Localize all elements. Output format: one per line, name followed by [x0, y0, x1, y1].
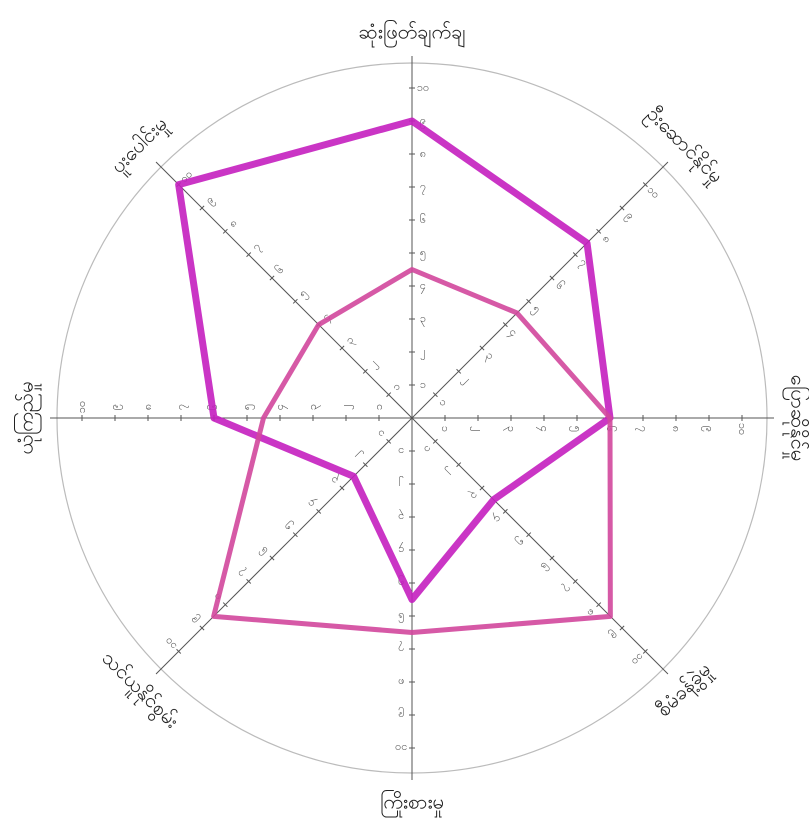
tick-label: ၃: [420, 312, 426, 327]
tick-label: ၆: [257, 544, 271, 558]
tick-label: ၂: [420, 345, 425, 360]
tick-label: ၉: [203, 193, 218, 208]
tick-label: ၇: [234, 566, 249, 581]
tick-label: ၇: [249, 240, 264, 255]
tick-label: ၆: [538, 559, 552, 573]
tick-label: ၈: [600, 232, 614, 246]
tick-label: ၅: [569, 426, 584, 432]
category-label: ပြောဆိုနိုင်မှု: [783, 375, 809, 461]
tick-label: ၉: [622, 209, 637, 224]
tick-label: ၅: [420, 246, 426, 261]
tick-label: ၅: [240, 404, 255, 410]
tick-label: ၉: [108, 404, 123, 410]
tick-label: ၂: [366, 357, 380, 371]
tick-label: ၈: [420, 147, 426, 160]
tick-label: ၂: [398, 476, 403, 491]
tick-label: ၁: [439, 426, 452, 432]
tick-label: ၃: [466, 488, 481, 503]
tick-label: ၉: [187, 612, 202, 627]
tick-label: ၇: [635, 426, 650, 432]
category-label: ကြိုးစားမှု: [380, 790, 444, 818]
tick-label: ၈: [226, 216, 240, 230]
tick-label: ၆: [553, 279, 567, 293]
tick-label: ၁: [389, 380, 403, 394]
tick-label: ၁: [420, 378, 426, 391]
tick-label: ၃: [306, 404, 321, 410]
tick-label: ၃: [327, 472, 342, 487]
tick-label: ၃: [503, 426, 518, 432]
tick-label: ၄: [304, 496, 319, 511]
tick-label: ၇: [560, 581, 575, 596]
axis-line: [412, 162, 668, 418]
axis-line: [412, 418, 668, 674]
tick-label: ၅: [296, 286, 311, 301]
tick-label: ၅: [280, 519, 295, 534]
tick-label: ၂: [470, 426, 485, 431]
tick-label: ၃: [343, 333, 358, 348]
category-label: ဆုံးဖြတ်ချက်ချ: [358, 20, 465, 48]
tick-label: ၁၀: [417, 81, 429, 94]
tick-label: ၄: [420, 279, 426, 294]
tick-label: ၆: [420, 213, 426, 226]
axis-line: [156, 418, 412, 674]
tick-label: ၂: [339, 404, 354, 409]
tick-label: ၉: [398, 707, 404, 722]
tick-label: ၆: [273, 263, 287, 277]
tick-label: ၂: [351, 449, 365, 463]
tick-label: ၁: [398, 445, 404, 458]
tick-label: ၇: [420, 180, 426, 195]
tick-label: ၁: [374, 427, 388, 441]
page: ၁၂၃၄၅၆၇၈၉၁၀ဆုံးဖြတ်ချက်ချ၁၂၃၄၅၆၇၈၉၁၀ဦးဆေ…: [0, 0, 809, 823]
tick-label: ၈: [398, 676, 404, 689]
tick-label: ၇: [398, 641, 404, 656]
tick-label: ၄: [273, 404, 288, 410]
tick-label: ၁: [421, 443, 435, 457]
tick-label: ၄: [536, 426, 551, 432]
tick-label: ၅: [529, 302, 544, 317]
tick-label: ၃: [398, 509, 404, 524]
tick-label: ၇: [174, 404, 189, 410]
tick-label: ၁၀: [736, 423, 749, 435]
tick-label: ၁၀: [75, 401, 88, 413]
category-label: ယုံကြည်မှု: [14, 381, 42, 454]
tick-label: ၆: [398, 610, 404, 623]
tick-label: ၁: [437, 395, 451, 409]
tick-label: ၄: [490, 511, 505, 526]
tick-label: ၁: [372, 404, 385, 410]
tick-label: ၉: [606, 628, 621, 643]
series-line: [179, 121, 610, 600]
tick-label: ၂: [459, 372, 473, 386]
tick-label: ၉: [701, 426, 716, 432]
tick-label: ၂: [443, 465, 457, 479]
tick-label: ၄: [398, 542, 404, 557]
tick-label: ၈: [670, 426, 683, 432]
tick-label: ၅: [513, 535, 528, 550]
chart: ၁၂၃၄၅၆၇၈၉၁၀ဆုံးဖြတ်ချက်ချ၁၂၃၄၅၆၇၈၉၁၀ဦးဆေ…: [0, 0, 809, 823]
tick-label: ၁၀: [395, 742, 407, 755]
tick-label: ၃: [482, 349, 497, 364]
tick-label: ၄: [505, 325, 520, 340]
tick-label: ၈: [141, 404, 154, 410]
